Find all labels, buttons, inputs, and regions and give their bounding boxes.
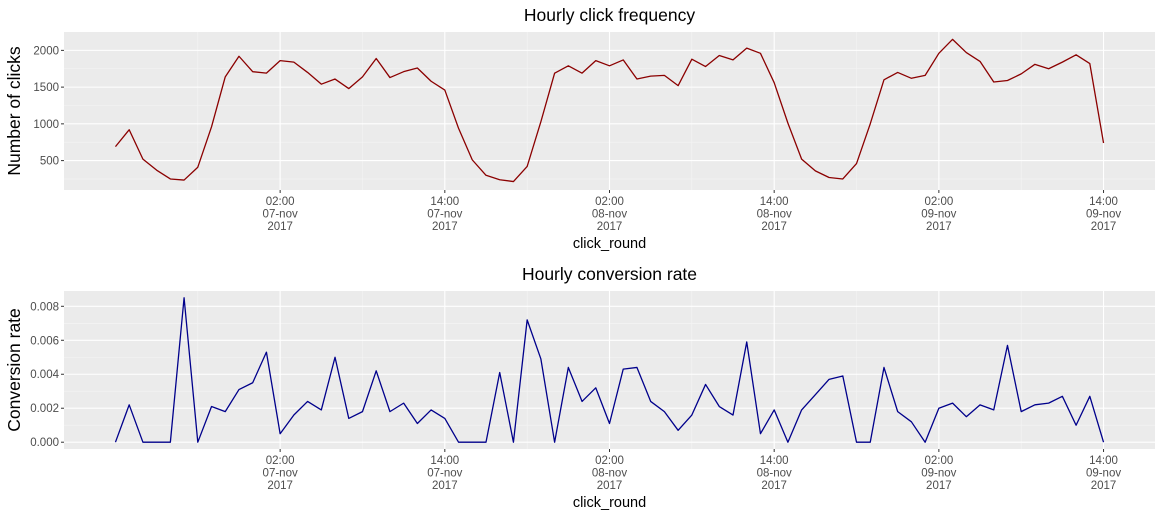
x-tick-label: 14:00 xyxy=(1089,455,1118,467)
y-tick-label: 1000 xyxy=(33,119,59,131)
x-tick-label: 08-nov xyxy=(592,209,627,221)
x-tick-label: 14:00 xyxy=(430,196,459,208)
x-tick-label: 07-nov xyxy=(263,468,298,480)
x-tick-label: 02:00 xyxy=(924,455,953,467)
x-tick-label: 2017 xyxy=(267,221,293,233)
x-tick-label: 2017 xyxy=(267,480,293,492)
x-tick-label: 02:00 xyxy=(595,196,624,208)
x-tick-label: 08-nov xyxy=(592,468,627,480)
x-tick-label: 2017 xyxy=(761,221,787,233)
x-tick-label: 09-nov xyxy=(1086,468,1121,480)
x-tick-label: 08-nov xyxy=(757,209,792,221)
x-axis-label: click_round xyxy=(573,236,646,252)
y-tick-label: 0.002 xyxy=(30,403,59,415)
x-tick-label: 14:00 xyxy=(760,196,789,208)
x-tick-label: 09-nov xyxy=(921,468,956,480)
x-tick-label: 2017 xyxy=(926,480,952,492)
x-tick-label: 08-nov xyxy=(757,468,792,480)
x-tick-label: 14:00 xyxy=(1089,196,1118,208)
y-tick-label: 0.004 xyxy=(30,369,59,381)
chart-title: Hourly conversion rate xyxy=(522,264,697,284)
x-tick-label: 02:00 xyxy=(595,455,624,467)
y-tick-label: 0.008 xyxy=(30,301,59,313)
chart-panel-1: 50010001500200002:0007-nov201714:0007-no… xyxy=(4,5,1155,252)
x-tick-label: 07-nov xyxy=(263,209,298,221)
x-tick-label: 02:00 xyxy=(266,196,295,208)
series-line xyxy=(114,297,1105,443)
y-tick-label: 0.000 xyxy=(30,437,59,449)
x-tick-label: 2017 xyxy=(761,480,787,492)
x-axis-label: click_round xyxy=(573,495,646,511)
x-tick-label: 02:00 xyxy=(924,196,953,208)
x-tick-label: 07-nov xyxy=(427,468,462,480)
x-tick-label: 2017 xyxy=(597,480,623,492)
x-tick-label: 09-nov xyxy=(921,209,956,221)
chart-panel-2: 0.0000.0020.0040.0060.00802:0007-nov2017… xyxy=(4,264,1155,511)
x-tick-label: 14:00 xyxy=(430,455,459,467)
x-tick-label: 09-nov xyxy=(1086,209,1121,221)
y-tick-label: 2000 xyxy=(33,45,59,57)
y-axis-label: Conversion rate xyxy=(4,308,24,432)
y-axis-label: Number of clicks xyxy=(4,46,24,176)
series-line xyxy=(114,38,1105,183)
y-tick-label: 500 xyxy=(40,156,59,168)
x-tick-label: 2017 xyxy=(1091,221,1117,233)
x-tick-label: 2017 xyxy=(597,221,623,233)
chart-title: Hourly click frequency xyxy=(524,5,695,25)
x-tick-label: 02:00 xyxy=(266,455,295,467)
x-tick-label: 2017 xyxy=(432,221,458,233)
x-tick-label: 2017 xyxy=(432,480,458,492)
x-tick-label: 14:00 xyxy=(760,455,789,467)
y-tick-label: 1500 xyxy=(33,82,59,94)
x-tick-label: 07-nov xyxy=(427,209,462,221)
x-tick-label: 2017 xyxy=(926,221,952,233)
y-tick-label: 0.006 xyxy=(30,335,59,347)
x-tick-label: 2017 xyxy=(1091,480,1117,492)
